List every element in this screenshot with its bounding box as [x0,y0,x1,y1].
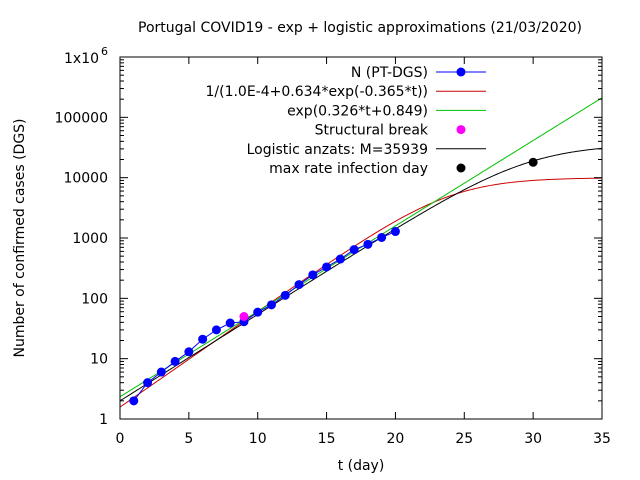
data-point [390,227,400,237]
data-point [322,262,332,272]
legend-label: Structural break [315,123,429,139]
legend-swatch-point [456,125,466,135]
legend-label: N (PT-DGS) [351,65,428,81]
x-tick-label: 30 [524,431,542,447]
x-tick-label: 10 [249,431,267,447]
y-tick-label: 1000 [72,231,108,247]
data-point [363,239,373,249]
max-rate-point [528,157,538,167]
data-point [335,254,345,264]
legend-label: exp(0.326*t+0.849) [287,103,428,119]
logistic-fit-curve [119,177,603,408]
logistic-anzats-curve [119,147,603,402]
x-tick-label: 5 [184,431,193,447]
y-axis-label: Number of confirmed cases (DGS) [12,118,28,357]
data-point [280,290,290,300]
data-point [129,396,139,406]
data-point [253,307,263,317]
x-tick-label: 20 [387,431,405,447]
x-tick-label: 15 [318,431,336,447]
chart-title: Portugal COVID19 - exp + logistic approx… [138,20,582,36]
data-series-line [133,231,396,402]
y-tick-label: 1 [99,412,108,428]
data-point [225,318,235,328]
y-top-tick-label: 1x10 6 [64,45,108,67]
data-point [156,367,166,377]
y-tick-label: 100000 [55,110,108,126]
data-point [266,300,276,310]
y-top-tick-exponent: 6 [101,45,108,58]
legend-swatch-point [456,67,466,77]
data-point [170,356,180,366]
data-point [184,347,194,357]
legend: N (PT-DGS) 1/(1.0E-4+0.634*exp(-0.365*t))… [205,65,486,177]
legend-label: max rate infection day [269,161,428,177]
x-axis-label: t (day) [338,458,385,474]
y-tick-label: 10000 [63,171,108,187]
data-point [349,245,359,255]
data-points [129,157,538,406]
data-point [308,270,318,280]
structural-break-point [239,311,249,321]
axis-ticks: 0 5 10 15 20 25 30 35 1 10 100 1000 10000 100000 1x10 6 [55,45,611,447]
data-point [198,334,208,344]
y-tick-label: 10 [90,352,108,368]
x-tick-label: 25 [455,431,473,447]
y-tick-label: 100 [81,291,108,307]
legend-label: Logistic anzats: M=35939 [247,142,428,158]
x-tick-label: 0 [116,431,125,447]
data-point [211,325,221,335]
data-point [377,232,387,242]
legend-label: 1/(1.0E-4+0.634*exp(-0.365*t)) [205,84,428,100]
data-point [143,378,153,388]
legend-swatch-point [456,163,466,173]
x-tick-label: 35 [593,431,611,447]
y-top-tick-mantissa: 1x10 [64,51,99,67]
data-point [294,280,304,290]
